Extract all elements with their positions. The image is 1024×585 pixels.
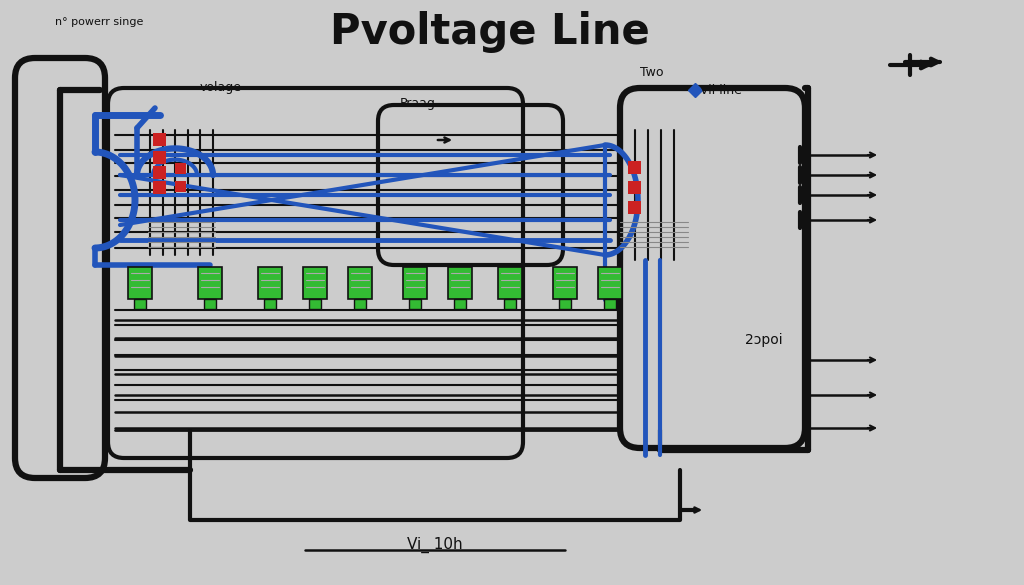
Text: Pvoltage Line: Pvoltage Line xyxy=(330,11,650,53)
Bar xyxy=(559,299,571,309)
Bar xyxy=(309,299,321,309)
Bar xyxy=(175,181,186,192)
Text: Two: Two xyxy=(640,66,664,78)
Text: volage: volage xyxy=(200,81,242,94)
Bar xyxy=(454,299,466,309)
Bar xyxy=(198,267,222,299)
Text: 2ɔpoi: 2ɔpoi xyxy=(745,333,782,347)
Text: Vi_ 10h: Vi_ 10h xyxy=(408,537,463,553)
Bar xyxy=(598,267,622,299)
Bar xyxy=(553,267,577,299)
Bar xyxy=(153,151,166,164)
Bar xyxy=(264,299,276,309)
Bar xyxy=(258,267,282,299)
Bar xyxy=(504,299,516,309)
Bar xyxy=(153,166,166,179)
Text: n° powerr singe: n° powerr singe xyxy=(55,17,143,27)
Text: Praag: Praag xyxy=(400,97,436,109)
Bar xyxy=(449,267,472,299)
Bar xyxy=(204,299,216,309)
Bar xyxy=(409,299,421,309)
Bar xyxy=(134,299,146,309)
Bar xyxy=(403,267,427,299)
Bar xyxy=(628,181,641,194)
Bar xyxy=(498,267,522,299)
Bar xyxy=(354,299,366,309)
Bar xyxy=(604,299,616,309)
Bar xyxy=(628,201,641,214)
Bar xyxy=(303,267,327,299)
Text: Vii iine: Vii iine xyxy=(700,84,741,97)
Bar xyxy=(175,163,186,174)
Bar xyxy=(628,161,641,174)
Bar xyxy=(153,133,166,146)
Bar xyxy=(348,267,372,299)
Bar xyxy=(128,267,152,299)
Bar xyxy=(153,181,166,194)
